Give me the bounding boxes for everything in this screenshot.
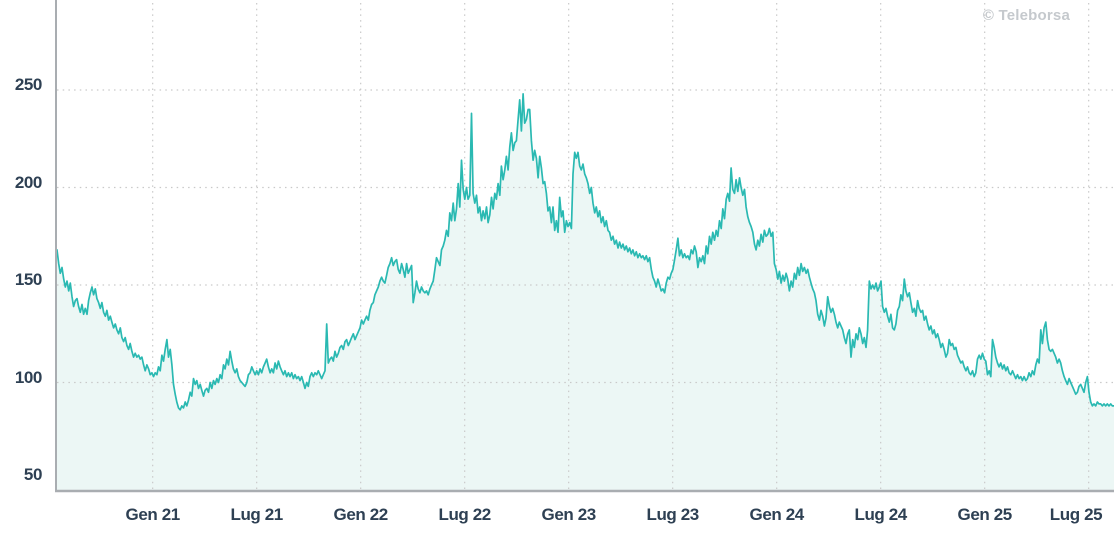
x-tick-label: Gen 22	[333, 505, 389, 524]
y-tick-label: 50	[23, 465, 43, 484]
x-tick-label: Lug 24	[854, 505, 907, 524]
price-area-fill	[57, 93, 1114, 491]
y-tick-label: 200	[14, 172, 43, 192]
y-tick-label: 250	[14, 75, 43, 94]
x-tick-label: Lug 22	[438, 505, 491, 524]
y-tick-label: 100	[14, 367, 43, 387]
watermark: © Teleborsa	[982, 7, 1070, 24]
x-tick-label: Lug 21	[230, 505, 283, 524]
x-tick-label: Lug 23	[646, 505, 699, 524]
x-tick-label: Gen 21	[125, 505, 181, 524]
price-line	[56, 93, 1114, 411]
x-tick-label: Gen 25	[957, 505, 1013, 524]
x-tick-label: Gen 24	[749, 505, 805, 524]
x-tick-label: Gen 23	[541, 505, 597, 524]
x-tick-label: Lug 25	[1049, 505, 1103, 524]
y-tick-label: 150	[14, 270, 43, 289]
